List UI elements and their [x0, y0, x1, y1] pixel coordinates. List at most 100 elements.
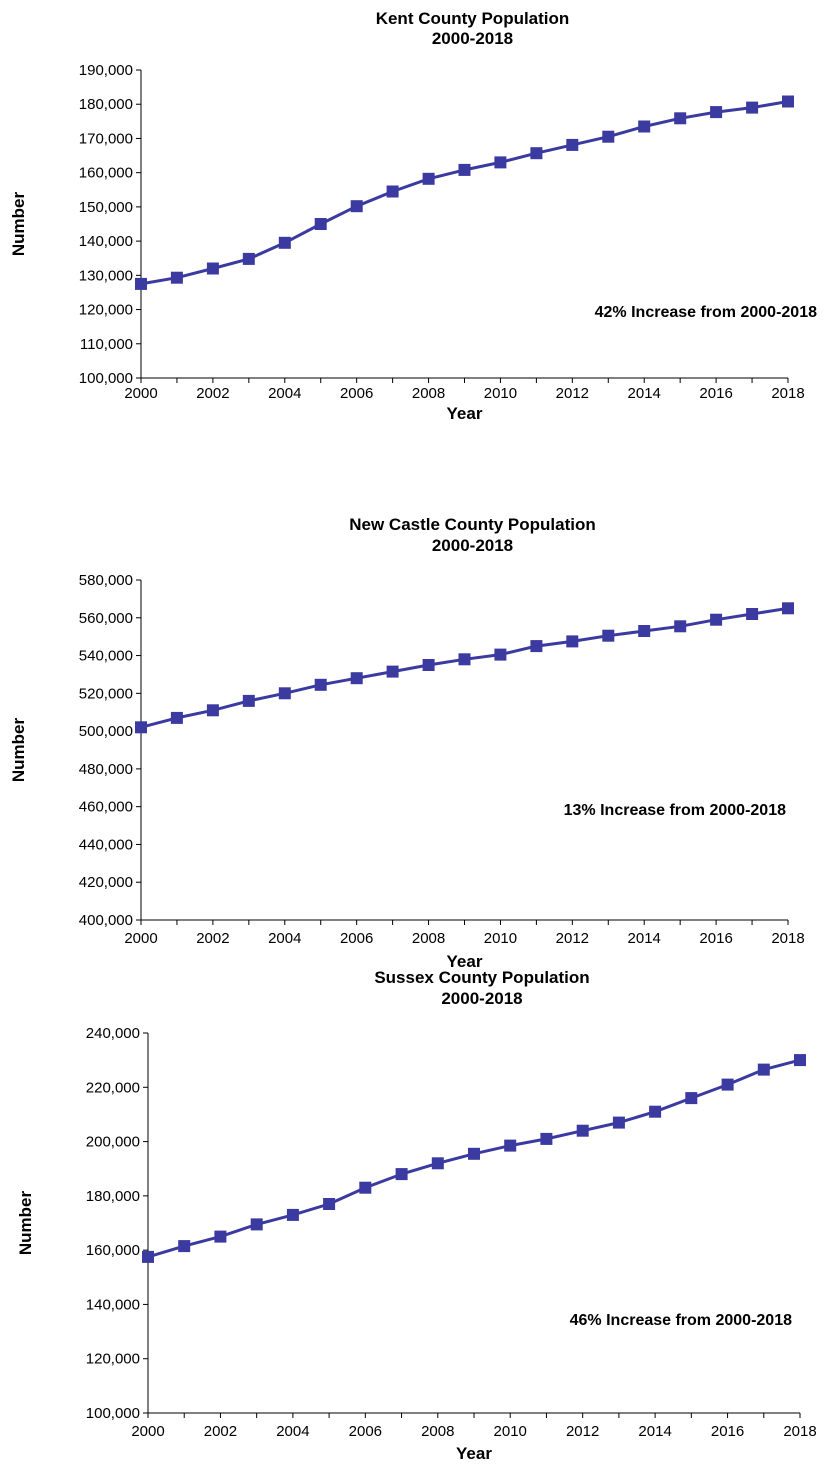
y-tick-label: 100,000	[79, 370, 133, 387]
data-point-marker	[782, 602, 794, 615]
data-point-marker	[323, 1198, 336, 1210]
data-point-marker	[431, 1157, 444, 1170]
data-point-marker	[649, 1105, 662, 1118]
increase-annotation: 13% Increase from 2000-2018	[564, 802, 786, 819]
x-tick-label: 2002	[196, 385, 229, 402]
data-point-marker	[206, 262, 219, 275]
data-point-marker	[530, 147, 543, 160]
y-tick-label: 560,000	[79, 610, 133, 627]
data-point-marker	[395, 1168, 408, 1181]
data-point-marker	[674, 112, 687, 125]
x-tick-label: 2012	[556, 930, 589, 947]
data-point-marker	[286, 1208, 299, 1221]
chart-panel-2: New Castle County Population 2000-2018 400…	[9, 515, 805, 971]
data-point-marker	[746, 608, 759, 620]
y-tick-label: 580,000	[79, 572, 133, 589]
chart-subtitle: 2000-2018	[441, 989, 522, 1008]
x-tick-label: 2012	[566, 1423, 599, 1440]
x-tick-label: 2014	[628, 930, 661, 947]
y-tick-label: 160,000	[79, 165, 133, 182]
data-point-marker	[350, 672, 363, 685]
x-tick-label: 2006	[349, 1423, 382, 1440]
y-tick-label: 460,000	[79, 799, 133, 816]
y-tick-label: 200,000	[86, 1134, 140, 1151]
x-tick-label: 2002	[204, 1423, 237, 1440]
data-point-marker	[494, 156, 507, 169]
data-point-marker	[794, 1054, 806, 1067]
data-point-marker	[566, 138, 579, 151]
data-point-marker	[386, 665, 399, 678]
y-tick-label: 500,000	[79, 723, 133, 740]
x-tick-label: 2012	[556, 385, 589, 402]
x-tick-label: 2016	[699, 385, 732, 402]
data-point-marker	[757, 1063, 770, 1076]
data-point-marker	[170, 711, 183, 724]
x-tick-label: 2000	[124, 385, 157, 402]
y-tick-label: 180,000	[79, 96, 133, 113]
data-point-marker	[242, 252, 255, 265]
data-point-marker	[458, 653, 471, 666]
data-point-marker	[314, 678, 327, 691]
x-tick-label: 2018	[783, 1423, 816, 1440]
y-tick-label: 150,000	[79, 199, 133, 216]
data-point-marker	[602, 130, 615, 143]
data-point-marker	[602, 629, 615, 642]
data-point-marker	[314, 218, 327, 230]
data-point-marker	[494, 648, 507, 661]
data-point-marker	[721, 1078, 734, 1091]
increase-annotation: 46% Increase from 2000-2018	[570, 1312, 792, 1329]
x-tick-label: 2010	[484, 930, 517, 947]
x-axis-title: Year	[447, 952, 483, 971]
x-axis-title: Year	[456, 1444, 492, 1463]
y-tick-label: 170,000	[79, 130, 133, 147]
data-point-marker	[359, 1181, 372, 1194]
y-tick-label: 220,000	[86, 1079, 140, 1096]
y-tick-label: 190,000	[79, 62, 133, 79]
chart-title: Kent County Population	[376, 9, 570, 28]
chart-panel-3: Sussex County Population 2000-2018 100,000…	[16, 968, 817, 1463]
y-axis-title: Number	[9, 192, 28, 257]
x-tick-label: 2006	[340, 385, 373, 402]
data-point-marker	[458, 163, 471, 176]
data-point-marker	[242, 694, 255, 707]
x-tick-label: 2004	[268, 930, 301, 947]
y-tick-label: 240,000	[86, 1025, 140, 1042]
y-tick-label: 130,000	[79, 267, 133, 284]
data-point-marker	[206, 704, 219, 717]
data-point-marker	[250, 1218, 263, 1231]
data-point-marker	[214, 1230, 227, 1243]
data-point-marker	[178, 1240, 191, 1253]
y-tick-label: 140,000	[79, 233, 133, 250]
x-tick-label: 2004	[276, 1423, 309, 1440]
data-point-marker	[746, 101, 759, 114]
data-point-marker	[566, 635, 579, 648]
x-tick-label: 2008	[421, 1423, 454, 1440]
data-point-marker	[142, 1250, 154, 1263]
data-point-marker	[278, 687, 291, 700]
x-tick-label: 2010	[494, 1423, 527, 1440]
data-point-marker	[638, 625, 651, 637]
data-point-marker	[278, 236, 291, 249]
data-point-marker	[135, 721, 147, 734]
data-point-marker	[350, 200, 363, 213]
y-tick-label: 120,000	[86, 1351, 140, 1368]
y-tick-label: 140,000	[86, 1296, 140, 1313]
x-tick-label: 2010	[484, 385, 517, 402]
y-tick-label: 400,000	[79, 912, 133, 929]
x-tick-label: 2016	[699, 930, 732, 947]
y-axis-title: Number	[16, 1191, 35, 1256]
y-tick-label: 100,000	[86, 1405, 140, 1422]
chart-subtitle: 2000-2018	[432, 29, 513, 48]
x-axis-title: Year	[447, 404, 483, 423]
chart-title: New Castle County Population	[349, 515, 596, 534]
x-tick-label: 2018	[771, 930, 804, 947]
x-tick-label: 2008	[412, 385, 445, 402]
data-point-marker	[710, 613, 723, 626]
data-point-marker	[422, 659, 435, 671]
increase-annotation: 42% Increase from 2000-2018	[595, 304, 817, 321]
data-point-marker	[468, 1147, 480, 1160]
data-point-marker	[386, 185, 399, 198]
x-tick-label: 2006	[340, 930, 373, 947]
